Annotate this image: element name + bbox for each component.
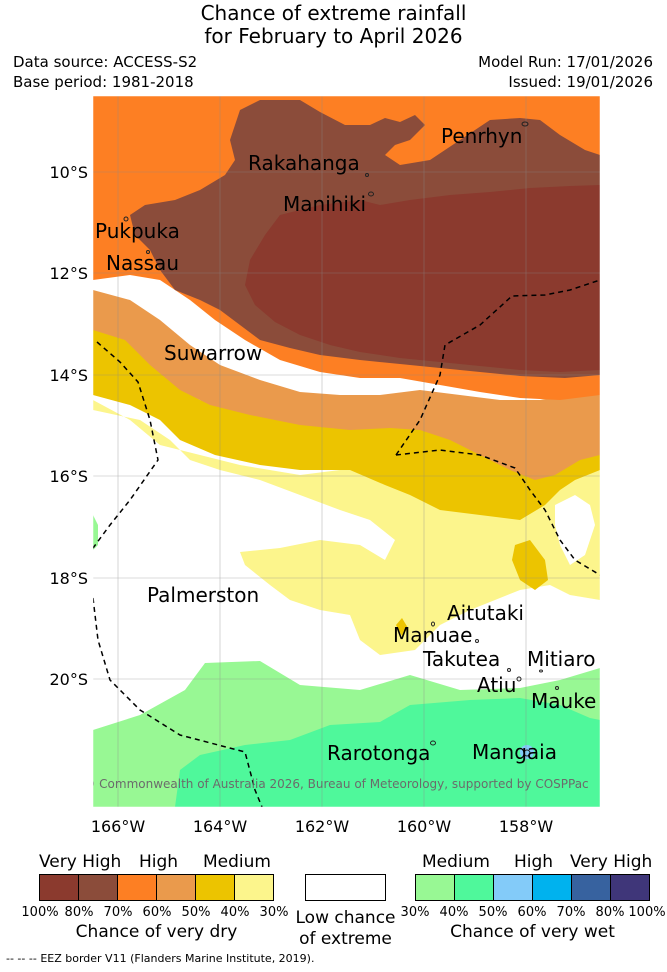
copyright-text: © Commonwealth of Australia 2026, Bureau… (83, 777, 588, 791)
legend-wet-level-high: High (514, 852, 554, 872)
map-title-line1: Chance of extreme rainfall (200, 1, 467, 25)
legend-wet-level-medium: Medium (422, 852, 490, 872)
base-period: Base period: 1981-2018 (13, 73, 194, 91)
place-suwarrow: Suwarrow (164, 341, 262, 365)
legend-dry-level-medium: Medium (203, 852, 271, 872)
place-atiu: Atiu (477, 673, 516, 697)
place-mauke: Mauke (531, 689, 596, 713)
swatch-wet-50-60 (493, 874, 533, 901)
place-penrhyn: Penrhyn (441, 124, 522, 148)
eez-dash-marker: -- -- -- (6, 952, 37, 965)
swatch-dry-50-40 (195, 874, 235, 901)
legend-wet-level-very-high: Very High (570, 852, 653, 872)
place-manihiki: Manihiki (283, 192, 366, 216)
legend-wet-pct: 80% (595, 905, 625, 920)
place-takutea: Takutea (422, 647, 500, 671)
lon-tick: 164°W (193, 817, 248, 836)
lat-tick-labels: 10°S 12°S 14°S 16°S 18°S 20°S (49, 163, 88, 689)
swatch-wet-80-100 (610, 874, 650, 901)
legend-wet-pct: 100% (628, 905, 666, 920)
lon-tick: 162°W (295, 817, 350, 836)
map-layers: © Commonwealth of Australia 2026, Bureau… (83, 96, 600, 807)
issued-date: Issued: 19/01/2026 (508, 73, 653, 91)
lat-tick: 16°S (49, 467, 88, 486)
legend-dry-pct: 60% (142, 905, 172, 920)
place-labels: Penrhyn Rakahanga Manihiki Pukpuka Nassa… (95, 124, 596, 765)
lon-tick: 158°W (499, 817, 554, 836)
eez-border (93, 279, 600, 807)
place-palmerston: Palmerston (147, 583, 259, 607)
region-wet-30-40-west (93, 515, 98, 550)
legend-dry-bar (39, 874, 274, 901)
legend-wet-pct: 70% (556, 905, 586, 920)
lat-tick: 12°S (49, 264, 88, 283)
lat-tick: 20°S (49, 670, 88, 689)
place-nassau: Nassau (106, 251, 179, 275)
data-source: Data source: ACCESS-S2 (13, 53, 198, 71)
region-wet-50-60 (520, 745, 534, 759)
map-title-line2: for February to April 2026 (204, 24, 463, 48)
legend-wet-pct: 60% (517, 905, 547, 920)
model-run: Model Run: 17/01/2026 (478, 53, 653, 71)
legend-dry-pct: 40% (220, 905, 250, 920)
graticule (93, 96, 600, 807)
place-mitiaro: Mitiaro (527, 647, 596, 671)
lon-tick: 160°W (397, 817, 452, 836)
legend-wet-pct: 30% (400, 905, 430, 920)
legend-wet-pct: 40% (439, 905, 469, 920)
swatch-dry-100-80 (39, 874, 79, 901)
lon-tick: 166°W (91, 817, 146, 836)
swatch-wet-40-50 (454, 874, 494, 901)
swatch-wet-70-80 (571, 874, 611, 901)
swatch-wet-60-70 (532, 874, 572, 901)
eez-note-text: EEZ border V11 (Flanders Marine Institut… (40, 952, 315, 965)
swatch-dry-70-60 (117, 874, 157, 901)
swatch-dry-60-50 (156, 874, 196, 901)
place-rarotonga: Rarotonga (327, 741, 430, 765)
swatch-wet-30-40 (415, 874, 455, 901)
legend-dry-pct: 70% (103, 905, 133, 920)
place-aitutaki: Aitutaki (447, 601, 524, 625)
legend-none-caption-line2: of extreme (299, 929, 392, 949)
legend-dry-pct: 30% (259, 905, 289, 920)
legend-dry-pct: 50% (181, 905, 211, 920)
region-wet-40-50 (175, 698, 600, 807)
legend-wet-bar (415, 874, 650, 901)
legend-wet-caption: Chance of very wet (450, 922, 615, 942)
region-dry-40-50 (93, 320, 600, 520)
lat-tick: 14°S (49, 366, 88, 385)
legend-none-caption-line1: Low chance (295, 908, 396, 928)
lat-tick: 18°S (49, 569, 88, 588)
lon-tick-labels: 166°W 164°W 162°W 160°W 158°W (91, 817, 554, 836)
legend-dry-level-high: High (139, 852, 179, 872)
eez-note: -- -- -- EEZ border V11 (Flanders Marine… (6, 952, 314, 965)
legend-dry-pct: 100% (21, 905, 59, 920)
swatch-low-chance (305, 874, 386, 901)
place-manuae: Manuae (393, 623, 472, 647)
swatch-dry-40-30 (234, 874, 274, 901)
region-dry-50-60 (93, 290, 600, 480)
swatch-dry-80-70 (78, 874, 118, 901)
place-rakahanga: Rakahanga (248, 151, 360, 175)
region-dry-80-100 (245, 185, 600, 372)
legend-dry-pct: 80% (64, 905, 94, 920)
place-pukpuka: Pukpuka (95, 219, 180, 243)
legend-wet-pct: 50% (478, 905, 508, 920)
region-dry-40-50-east (512, 540, 548, 590)
lat-tick: 10°S (49, 163, 88, 182)
region-dry-40-50-spot (396, 618, 408, 636)
legend-dry-level-very-high: Very High (39, 852, 122, 872)
legend-dry-caption: Chance of very dry (75, 922, 238, 942)
place-mangaia: Mangaia (472, 740, 557, 764)
islands (123, 121, 559, 757)
